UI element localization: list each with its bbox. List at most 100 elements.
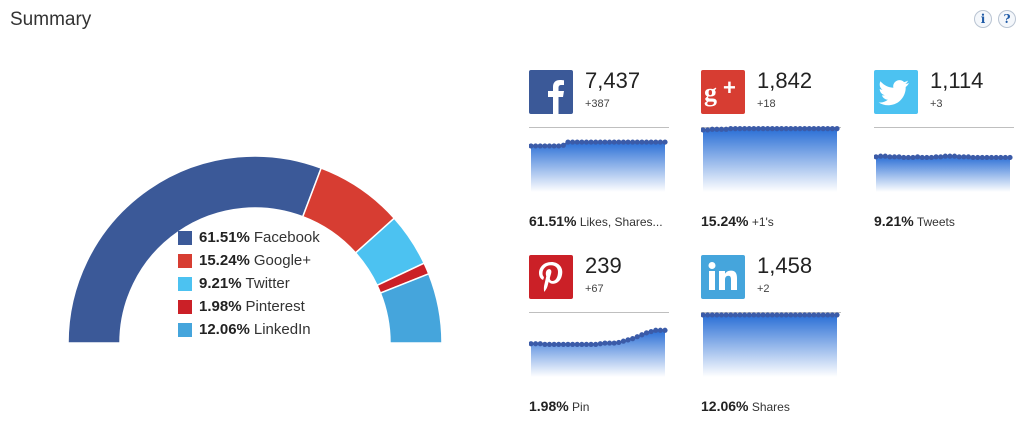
sparkline-point xyxy=(529,143,534,149)
sparkline-point xyxy=(620,338,627,344)
sparkline-point xyxy=(723,312,729,318)
sparkline-point xyxy=(639,332,645,338)
sparkline-point xyxy=(556,143,562,149)
sparkline-point xyxy=(765,126,771,132)
sparkline-point xyxy=(815,312,822,318)
sparkline-area xyxy=(876,156,1010,192)
legend-swatch xyxy=(178,276,192,291)
donut-slice-facebook[interactable] xyxy=(67,155,323,344)
network-card-google-plus[interactable]: g + 1,842 +18 15.24% +1's xyxy=(701,68,841,230)
sparkline-point xyxy=(811,126,817,132)
info-icon[interactable]: i xyxy=(974,10,992,28)
legend-item-linkedin: 12.06% LinkedIn xyxy=(178,318,320,341)
legend-item-pinterest: 1.98% Pinterest xyxy=(178,295,320,318)
sparkline-point xyxy=(741,126,748,132)
sparkline-point xyxy=(560,341,566,347)
sparkline-point xyxy=(760,126,766,132)
sparkline-point xyxy=(732,126,738,132)
sparkline-point xyxy=(574,341,580,347)
sparkline-point xyxy=(662,327,668,333)
legend-value: 61.51% xyxy=(199,229,250,246)
sparkline-point xyxy=(806,312,812,318)
sparkline-point xyxy=(811,312,817,318)
sparkline-point xyxy=(588,139,594,145)
network-percent: 9.21% xyxy=(874,213,914,229)
sparkline-point xyxy=(783,126,789,132)
sparkline-point xyxy=(919,154,925,161)
sparkline-point xyxy=(760,312,766,318)
network-percent: 1.98% xyxy=(529,398,569,414)
sparkline-point xyxy=(882,153,888,159)
sparkline-point xyxy=(778,312,785,318)
network-caption: 9.21% Tweets xyxy=(874,213,955,229)
legend-value: 1.98% xyxy=(199,298,242,315)
sparkline-point xyxy=(901,154,907,161)
network-caption: 12.06% Shares xyxy=(701,398,790,414)
sparkline-point xyxy=(874,154,879,160)
sparkline-point xyxy=(701,127,706,133)
legend-item-google-plus: 15.24% Google+ xyxy=(178,249,320,272)
sparkline-point xyxy=(529,341,534,347)
sparkline-point xyxy=(737,312,743,318)
sparkline-point xyxy=(593,341,599,347)
sparkline-point xyxy=(933,154,939,160)
sparkline-point xyxy=(597,139,603,145)
network-card-pinterest[interactable]: 239 +67 1.98% Pin xyxy=(529,253,669,415)
sparkline-point xyxy=(643,330,650,336)
sparkline-point xyxy=(746,126,752,132)
sparkline-point xyxy=(625,337,631,343)
sparkline-point xyxy=(718,312,725,318)
legend-swatch xyxy=(178,322,192,337)
sparkline-point xyxy=(825,126,831,132)
sparkline-point xyxy=(602,139,608,145)
sparkline-point xyxy=(723,126,729,132)
sparkline-point xyxy=(998,154,1004,161)
network-count: 1,114 xyxy=(930,68,984,93)
sparkline-point xyxy=(887,154,893,160)
divider xyxy=(874,127,1014,128)
sparkline-point xyxy=(951,153,958,159)
facebook-icon xyxy=(529,70,573,114)
sparkline-point xyxy=(774,312,780,318)
sparkline-point xyxy=(616,339,622,346)
sparkline-point xyxy=(657,327,663,333)
sparkline-point xyxy=(797,312,803,318)
network-caption: 15.24% +1's xyxy=(701,213,774,229)
linkedin-icon xyxy=(701,255,745,299)
legend-label: Facebook xyxy=(253,229,320,246)
help-icon[interactable]: ? xyxy=(998,10,1016,28)
sparkline-point xyxy=(634,334,640,340)
sparkline-point xyxy=(565,139,571,145)
donut-slice-linkedin[interactable] xyxy=(379,272,443,344)
sparkline-point xyxy=(648,328,654,335)
network-percent: 61.51% xyxy=(529,213,577,229)
network-card-linkedin[interactable]: 1,458 +2 12.06% Shares xyxy=(701,253,841,415)
sparkline-point xyxy=(938,154,944,160)
sparkline-point xyxy=(583,341,590,347)
sparkline-point xyxy=(662,139,668,145)
sparkline-point xyxy=(993,154,999,161)
sparkline-point xyxy=(942,153,948,159)
network-caption-text: Likes, Shares... xyxy=(579,215,663,229)
sparkline-point xyxy=(891,154,898,160)
network-card-facebook[interactable]: 7,437 +387 61.51% Likes, Shares... xyxy=(529,68,669,230)
sparkline-point xyxy=(979,154,985,161)
sparkline-point xyxy=(834,126,840,132)
sparkline-point xyxy=(802,126,808,132)
sparkline-point xyxy=(714,312,720,318)
page-title: Summary xyxy=(10,9,92,30)
sparkline-point xyxy=(774,126,780,132)
sparkline-point xyxy=(556,341,562,347)
sparkline-point xyxy=(533,341,539,347)
sparkline-point xyxy=(579,341,585,347)
network-card-twitter[interactable]: 1,114 +3 9.21% Tweets xyxy=(874,68,1014,230)
network-count: 1,842 xyxy=(757,68,813,93)
sparkline-point xyxy=(551,341,557,347)
sparkline-point xyxy=(914,154,921,160)
sparkline-point xyxy=(751,312,757,318)
sparkline-point xyxy=(537,341,543,347)
sparkline-point xyxy=(910,154,916,161)
sparkline-point xyxy=(701,312,706,318)
sparkline-point xyxy=(755,126,762,132)
sparkline-point xyxy=(788,126,794,132)
